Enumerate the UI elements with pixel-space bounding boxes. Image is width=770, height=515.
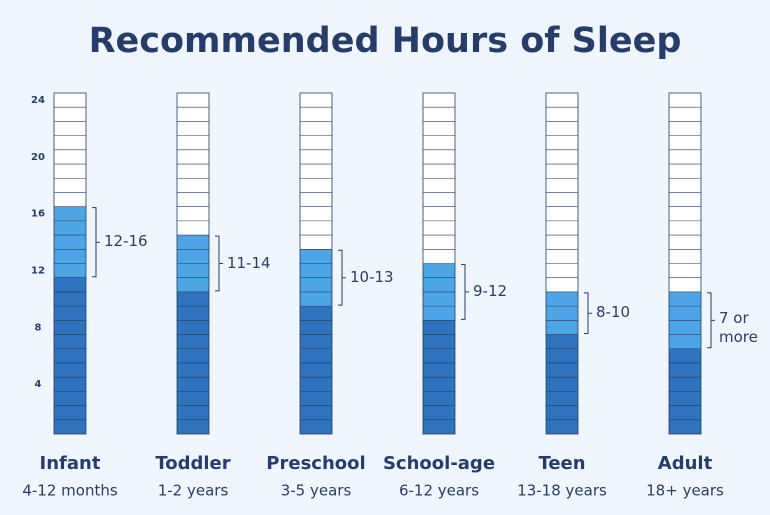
- segment: [54, 277, 86, 434]
- category-label: Preschool: [266, 453, 365, 474]
- y-tick-label: 24: [31, 95, 45, 106]
- category-subtitle: 1-2 years: [158, 482, 229, 500]
- range-brace: [707, 292, 715, 349]
- y-tick-label: 16: [31, 209, 45, 220]
- segment: [54, 206, 86, 278]
- range-brace: [215, 235, 223, 292]
- column-outline: [545, 92, 579, 435]
- category-subtitle: 18+ years: [646, 482, 724, 500]
- range-label: 11-14: [227, 253, 271, 272]
- range-brace: [584, 292, 592, 335]
- column-outline: [53, 92, 87, 435]
- column-outline: [176, 92, 210, 435]
- chart-title: Recommended Hours of Sleep: [89, 21, 682, 61]
- range-label: 10-13: [350, 267, 394, 286]
- range-brace: [461, 264, 469, 320]
- y-tick-label: 20: [31, 152, 45, 163]
- column-outline: [422, 92, 456, 435]
- range-brace: [92, 207, 100, 278]
- range-label: 12-16: [104, 232, 148, 251]
- range-label: 9-12: [473, 281, 508, 300]
- category-subtitle: 3-5 years: [281, 482, 352, 500]
- y-tick-label: 4: [35, 379, 42, 390]
- category-label: Toddler: [155, 453, 230, 474]
- category-subtitle: 13-18 years: [517, 482, 607, 500]
- y-tick-label: 8: [35, 322, 42, 333]
- category-subtitle: 4-12 months: [22, 482, 117, 500]
- category-label: Teen: [538, 453, 585, 474]
- segment: [300, 306, 332, 434]
- category-label: Adult: [658, 453, 713, 474]
- column-outline: [299, 92, 333, 435]
- range-brace: [338, 249, 346, 306]
- y-tick-label: 12: [31, 266, 45, 277]
- segment: [546, 291, 578, 335]
- category-subtitle: 6-12 years: [399, 482, 479, 500]
- category-label: School-age: [383, 453, 495, 474]
- category-label: Infant: [40, 453, 101, 474]
- range-label: 8-10: [596, 303, 631, 322]
- segment: [546, 334, 578, 434]
- column-outline: [668, 92, 702, 435]
- range-label: 7 or more: [719, 309, 758, 347]
